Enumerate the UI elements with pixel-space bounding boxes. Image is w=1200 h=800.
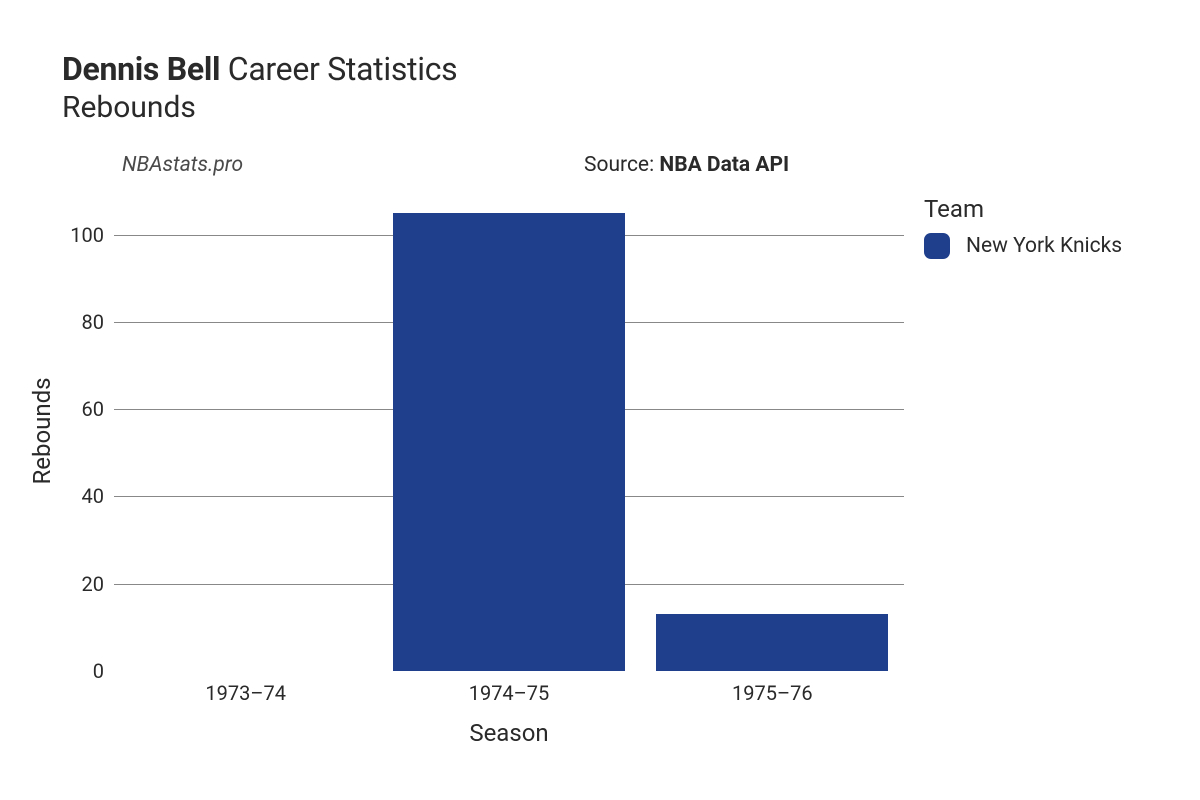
source-name: NBA Data API (659, 153, 789, 177)
player-name: Dennis Bell (62, 50, 220, 88)
x-tick-label: 1974–75 (469, 681, 550, 705)
bar (656, 614, 888, 671)
meta-row: NBAstats.pro Source: NBA Data API (62, 153, 1162, 181)
chart-container: Dennis Bell Career Statistics Rebounds N… (62, 50, 1162, 751)
y-tick-label: 60 (60, 397, 104, 421)
bar (393, 213, 625, 671)
title-suffix: Career Statistics (228, 50, 458, 88)
chart-title-block: Dennis Bell Career Statistics Rebounds (62, 50, 1162, 125)
y-axis-title: Rebounds (28, 377, 56, 484)
legend-item: New York Knicks (924, 233, 1122, 259)
legend-label: New York Knicks (966, 234, 1122, 258)
legend: Team New York Knicks (924, 195, 1122, 259)
watermark-text: NBAstats.pro (122, 153, 243, 177)
y-tick-label: 40 (60, 484, 104, 508)
plot-area: Rebounds Season 0204060801001973–741974–… (114, 191, 904, 671)
x-axis-title: Season (469, 719, 548, 747)
chart-subtitle: Rebounds (62, 90, 1162, 125)
y-tick-label: 0 (60, 659, 104, 683)
x-tick-label: 1975–76 (732, 681, 813, 705)
plot-region: Rebounds Season 0204060801001973–741974–… (62, 191, 1162, 751)
source-label: Source: NBA Data API (584, 153, 789, 177)
source-prefix: Source: (584, 153, 659, 177)
x-tick-label: 1973–74 (205, 681, 286, 705)
y-tick-label: 20 (60, 572, 104, 596)
chart-title-line1: Dennis Bell Career Statistics (62, 50, 1162, 88)
legend-title: Team (924, 195, 1122, 223)
y-tick-label: 100 (60, 223, 104, 247)
legend-swatch (924, 233, 950, 259)
y-tick-label: 80 (60, 310, 104, 334)
